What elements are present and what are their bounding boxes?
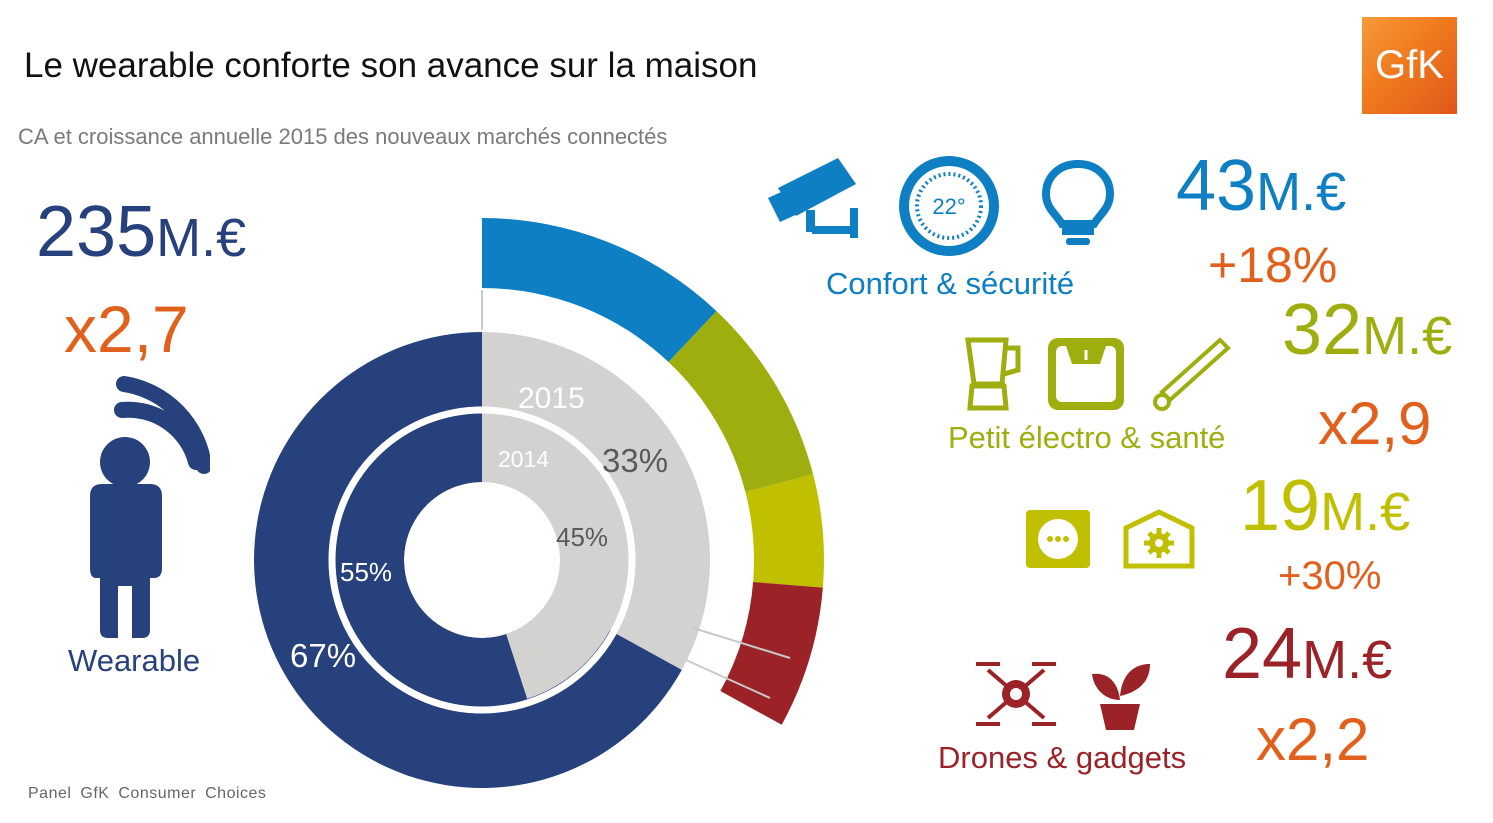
petit-value-unit: M.€ [1362, 306, 1453, 366]
confort-growth: +18% [1208, 237, 1338, 293]
slice-outer-confort [482, 218, 717, 363]
domotique-value: 19M.€ [1240, 470, 1410, 542]
wearable-value-unit: M.€ [156, 208, 247, 268]
ring-separator [328, 406, 636, 714]
petit-value: 32M.€ [1282, 294, 1452, 366]
drones-label: Drones & gadgets [938, 740, 1187, 775]
slice-2014-maison [482, 414, 629, 699]
wearable-value-number: 235 [36, 192, 157, 272]
confort-value-unit: M.€ [1256, 162, 1347, 222]
data-label-2014-wearable: 55% [340, 557, 392, 587]
domotique-value-number: 19 [1240, 466, 1321, 546]
source-note: Panel GfK Consumer Choices [28, 785, 267, 802]
data-label-2015-wearable: 67% [290, 637, 356, 674]
drones-value-unit: M.€ [1302, 630, 1393, 690]
slice-outer-drones [720, 581, 823, 725]
page-subtitle: CA et croissance annuelle 2015 des nouve… [18, 124, 668, 149]
confort-value-number: 43 [1176, 146, 1257, 226]
petit-growth: x2,9 [1318, 390, 1432, 457]
data-label-2015-maison: 33% [602, 442, 668, 479]
confort-value: 43M.€ [1176, 150, 1346, 222]
wearable-label: Wearable [68, 643, 201, 678]
drone-icon [976, 662, 1056, 726]
petit-value-number: 32 [1282, 290, 1363, 370]
slice-outer-petit [668, 311, 814, 492]
data-label-2014-maison: 45% [556, 522, 608, 552]
scale-icon [1048, 338, 1124, 410]
slice-outer-domotique [745, 474, 824, 588]
smart-home-icon [1123, 509, 1195, 569]
thermostat-icon: 22° [899, 156, 999, 256]
wearable-value: 235M.€ [36, 196, 246, 268]
ring-label-2015: 2015 [518, 382, 585, 415]
smart-plug-icon [1026, 510, 1090, 568]
drones-growth: x2,2 [1256, 706, 1370, 773]
drones-value: 24M.€ [1222, 618, 1392, 690]
domotique-growth: +30% [1278, 554, 1382, 598]
light-bulb-icon [1041, 159, 1115, 245]
person-signal-icon [90, 376, 210, 638]
slice-2014-wearable [336, 414, 528, 706]
blender-icon [965, 337, 1021, 411]
drones-value-number: 24 [1222, 614, 1303, 694]
plant-icon [1092, 664, 1150, 730]
domotique-value-unit: M.€ [1320, 482, 1411, 542]
page-title: Le wearable conforte son avance sur la m… [24, 46, 758, 85]
gfk-logo: GfK [1362, 17, 1457, 114]
thermometer-icon [1153, 337, 1231, 411]
thermostat-reading: 22° [932, 194, 965, 219]
wearable-growth: x2,7 [64, 292, 189, 366]
ring-label-2014: 2014 [498, 446, 549, 472]
petit-label: Petit électro & santé [948, 420, 1226, 455]
confort-label: Confort & sécurité [826, 266, 1075, 301]
security-camera-icon [768, 158, 858, 238]
